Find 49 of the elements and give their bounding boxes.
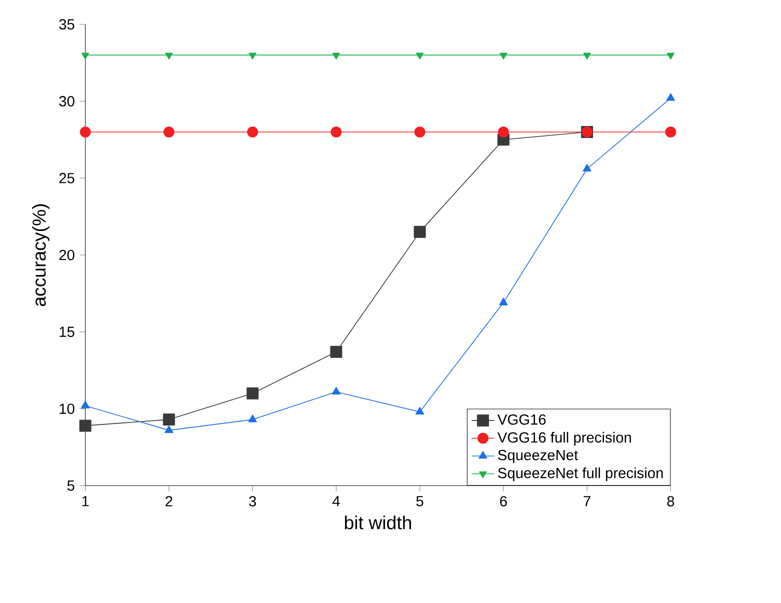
x-tick-label: 7 bbox=[584, 496, 590, 506]
point bbox=[414, 126, 426, 138]
point bbox=[666, 52, 675, 60]
legend-label: VGG16 bbox=[497, 414, 546, 425]
point bbox=[499, 298, 508, 306]
x-tick-label: 4 bbox=[332, 496, 340, 506]
point bbox=[330, 126, 342, 138]
point bbox=[81, 52, 90, 60]
point bbox=[665, 126, 676, 138]
point bbox=[330, 346, 342, 358]
y-tick-label: 35 bbox=[59, 19, 74, 30]
point bbox=[162, 414, 175, 426]
legend-label: SqueezeNet bbox=[498, 450, 578, 464]
x-tick-label: 8 bbox=[667, 496, 674, 506]
point bbox=[163, 126, 174, 138]
point bbox=[165, 52, 173, 60]
y-tick-label: 10 bbox=[60, 404, 74, 414]
legend-label: SqueezeNet full precision bbox=[498, 467, 663, 482]
x-tick-label: 2 bbox=[166, 496, 172, 506]
y-tick-label: 15 bbox=[60, 326, 74, 338]
point bbox=[332, 386, 341, 395]
point bbox=[79, 420, 92, 432]
x-tick-label: 1 bbox=[82, 496, 89, 506]
point bbox=[582, 164, 592, 172]
point bbox=[246, 387, 259, 400]
point bbox=[80, 126, 91, 138]
y-tick-label: 30 bbox=[59, 96, 74, 106]
point bbox=[416, 52, 424, 60]
point bbox=[248, 414, 257, 422]
point bbox=[666, 93, 675, 101]
point bbox=[248, 52, 256, 60]
point bbox=[583, 52, 591, 60]
y-tick-label: 25 bbox=[59, 172, 74, 184]
x-tick-label: 6 bbox=[500, 496, 507, 506]
point bbox=[164, 425, 174, 433]
y-axis-title: accuracy(%) bbox=[32, 204, 50, 306]
point bbox=[332, 52, 340, 60]
x-tick-label: 5 bbox=[416, 496, 424, 506]
legend-label: VGG16 full precision bbox=[497, 432, 631, 446]
point bbox=[81, 400, 90, 408]
point bbox=[415, 406, 424, 415]
y-tick-label: 20 bbox=[59, 250, 74, 260]
point bbox=[498, 126, 509, 138]
y-tick-label: 5 bbox=[67, 480, 74, 491]
x-axis-title: bit width bbox=[344, 516, 412, 530]
point bbox=[414, 226, 426, 238]
x-tick-label: 3 bbox=[249, 496, 256, 506]
point bbox=[247, 126, 258, 138]
point bbox=[500, 52, 508, 60]
